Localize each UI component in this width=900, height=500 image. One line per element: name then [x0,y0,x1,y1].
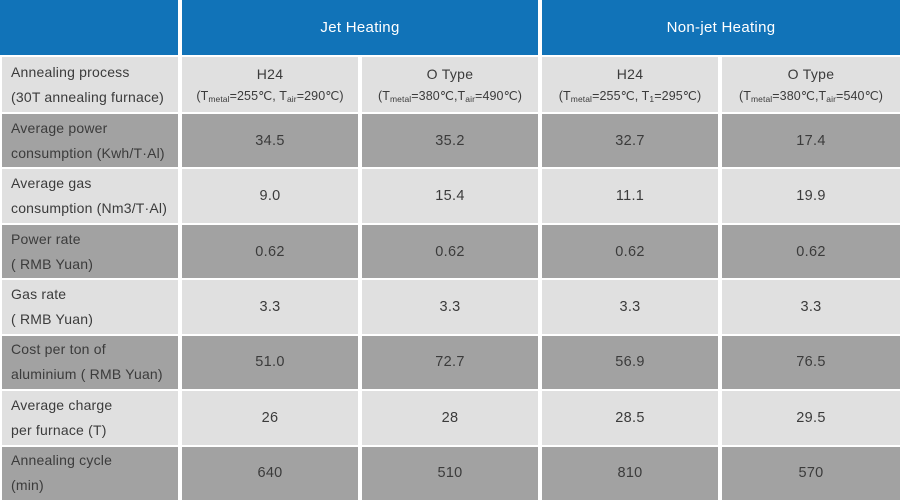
row-label-line1: Gas rate [11,285,67,302]
group-header-non-jet-heating: Non-jet Heating [542,0,900,55]
row-label: Cost per ton of aluminium ( RMB Yuan) [0,335,178,390]
column-spec-label: (Tmetal=380℃,Tair=540℃) [738,89,884,104]
value-cell: 9.0 [182,169,358,223]
column-type-label: H24 [616,66,644,82]
row-label-line2: per furnace (T) [11,421,107,438]
value-cell: 0.62 [362,224,538,279]
value-cell: 29.5 [722,391,900,445]
value-cell: 11.1 [542,169,718,223]
column-header-nonjet-h24: H24 (Tmetal=255℃, T1=295℃) [542,57,718,112]
column-spec-label: (Tmetal=255℃, T1=295℃) [558,89,702,104]
row-label-line1: Average charge [11,396,113,413]
row-label-line1: Average gas [11,175,92,192]
column-spec-label: (Tmetal=255℃, Tair=290℃) [196,89,344,104]
row-label-line1: Average power [11,119,108,136]
row-label-line1: Annealing cycle [11,452,113,469]
value-cell: 28 [362,391,538,445]
row-label-line2: consumption (Kwh/T·Al) [11,144,165,161]
column-header-nonjet-o-type: O Type (Tmetal=380℃,Tair=540℃) [722,57,900,112]
row-label: Gas rate ( RMB Yuan) [0,280,178,334]
row-label-line2: aluminium ( RMB Yuan) [11,366,163,383]
value-cell: 0.62 [542,224,718,279]
column-header-jet-o-type: O Type (Tmetal=380℃,Tair=490℃) [362,57,538,112]
row-label-line2: ( RMB Yuan) [11,310,94,327]
value-cell: 3.3 [542,280,718,334]
column-type-label: O Type [787,66,835,82]
row-label-line2: (min) [11,477,44,494]
value-cell: 17.4 [722,114,900,168]
row-label-line2: consumption (Nm3/T·Al) [11,200,168,217]
value-cell: 15.4 [362,169,538,223]
value-cell: 640 [182,446,358,500]
row-header-line2: (30T annealing furnace) [11,88,164,105]
value-cell: 72.7 [362,335,538,390]
row-label: Annealing cycle (min) [0,446,178,500]
value-cell: 570 [722,446,900,500]
value-cell: 56.9 [542,335,718,390]
row-header-line1: Annealing process [11,63,130,80]
value-cell: 3.3 [722,280,900,334]
value-cell: 76.5 [722,335,900,390]
value-cell: 26 [182,391,358,445]
row-label: Power rate ( RMB Yuan) [0,224,178,279]
corner-cell [0,0,178,55]
row-label-line1: Power rate [11,230,81,247]
value-cell: 3.3 [362,280,538,334]
column-type-label: H24 [256,66,284,82]
group-header-jet-heating: Jet Heating [182,0,538,55]
value-cell: 19.9 [722,169,900,223]
value-cell: 34.5 [182,114,358,168]
value-cell: 0.62 [722,224,900,279]
value-cell: 35.2 [362,114,538,168]
row-label: Average charge per furnace (T) [0,391,178,445]
row-header-annealing-process: Annealing process (30T annealing furnace… [0,57,178,112]
column-type-label: O Type [426,66,474,82]
value-cell: 510 [362,446,538,500]
value-cell: 51.0 [182,335,358,390]
value-cell: 0.62 [182,224,358,279]
value-cell: 810 [542,446,718,500]
value-cell: 3.3 [182,280,358,334]
column-header-jet-h24: H24 (Tmetal=255℃, Tair=290℃) [182,57,358,112]
row-label: Average gas consumption (Nm3/T·Al) [0,169,178,223]
value-cell: 28.5 [542,391,718,445]
row-label-line2: ( RMB Yuan) [11,255,94,272]
row-label-line1: Cost per ton of [11,341,106,358]
column-spec-label: (Tmetal=380℃,Tair=490℃) [377,89,523,104]
value-cell: 32.7 [542,114,718,168]
row-label: Average power consumption (Kwh/T·Al) [0,114,178,168]
